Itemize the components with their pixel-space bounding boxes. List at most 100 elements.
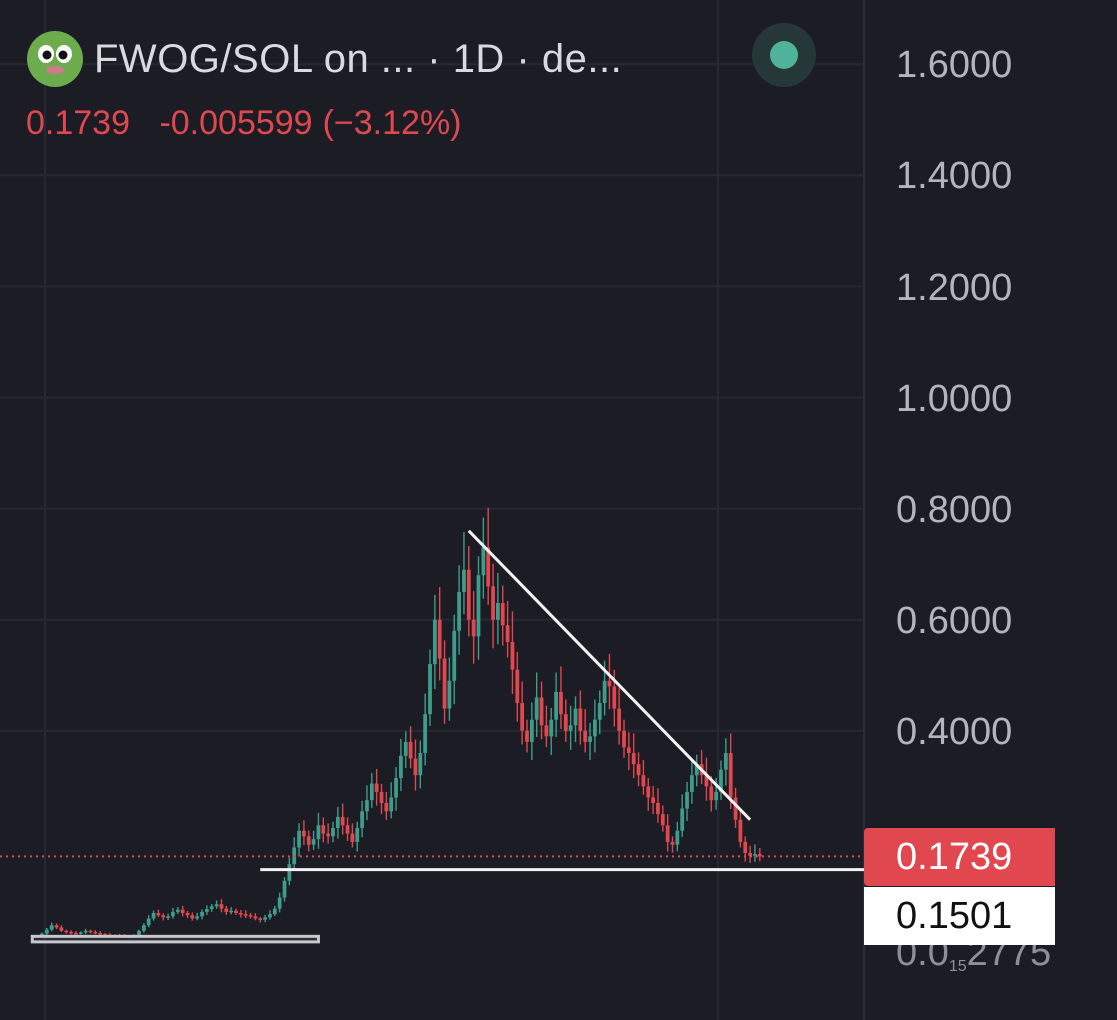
candle-body (660, 814, 665, 826)
candle-body (602, 680, 607, 704)
candle-body (171, 911, 175, 917)
candle-body (646, 786, 651, 798)
candle-body (690, 775, 694, 792)
candle-body (243, 914, 248, 916)
candle-body (253, 916, 258, 919)
candle-body (234, 910, 238, 914)
candle-body (607, 680, 612, 687)
candle-body (588, 736, 592, 742)
candle-body (311, 839, 316, 845)
symbol-title[interactable]: FWOG/SOL on ... · 1D · de... (94, 36, 623, 81)
candle-body (452, 630, 457, 681)
candle-body (728, 753, 733, 798)
candle-body (442, 658, 447, 709)
candle-body (355, 828, 360, 842)
candle-body (88, 930, 93, 933)
candle-body (554, 691, 558, 720)
candle-body (568, 725, 573, 731)
candle-body (209, 906, 214, 910)
last-price-tag: 0.1739 (864, 828, 1055, 886)
candle-body (651, 797, 655, 804)
candle-body (156, 913, 161, 916)
candle-body (617, 708, 622, 731)
candle-body (423, 714, 428, 754)
price-change: -0.005599 (159, 104, 313, 142)
candle-body (399, 755, 403, 779)
candle-body (631, 753, 636, 765)
candle-body (151, 913, 156, 919)
y-tick: 0.4000 (896, 711, 1013, 753)
candle-body (175, 909, 180, 912)
candles (0, 507, 864, 938)
candle-body (505, 625, 510, 642)
candle-body (636, 764, 641, 776)
candle-body (520, 703, 525, 731)
chart-header: FWOG/SOL on ... · 1D · de... (26, 30, 622, 88)
candle-body (302, 830, 306, 837)
candle-body (190, 915, 195, 919)
frog-icon (27, 31, 83, 87)
candle-body (583, 730, 588, 742)
candle-body (447, 680, 452, 709)
y-tick: 1.2000 (896, 267, 1013, 309)
candle-body (748, 853, 752, 856)
price-change-pct: (−3.12%) (322, 104, 462, 142)
candle-body (462, 569, 466, 592)
candle-body (757, 854, 762, 857)
candle-body (350, 833, 355, 842)
candle-body (593, 719, 597, 737)
chart-drawings (30, 529, 864, 944)
candle-body (466, 569, 471, 620)
candle-body (753, 854, 757, 856)
candle-body (432, 619, 437, 665)
candle-body (200, 911, 204, 917)
candle-body (403, 741, 408, 756)
candle-body (340, 816, 345, 826)
candle-body (500, 603, 505, 626)
candle-body (205, 909, 209, 912)
candle-body (515, 669, 520, 704)
candle-body (389, 797, 394, 812)
candle-body (384, 803, 389, 812)
candle-body (476, 575, 481, 637)
last-price: 0.1739 (26, 104, 130, 142)
resistance-trendline (467, 529, 752, 821)
candle-body (578, 708, 583, 731)
candle-body (49, 925, 54, 930)
candle-body (471, 619, 476, 637)
candle-body (137, 930, 141, 936)
candle-body (457, 591, 461, 631)
candle-body (665, 825, 670, 842)
horizontal-line-price-tag: 0.1501 (864, 887, 1055, 945)
candle-body (83, 930, 88, 933)
candle-body (394, 778, 398, 798)
y-tick: 0.8000 (896, 489, 1013, 531)
candle-body (626, 747, 631, 754)
candle-body (331, 828, 335, 837)
market-status-indicator[interactable] (752, 23, 816, 87)
candle-body (59, 927, 64, 931)
candle-body (539, 697, 544, 726)
range-box (30, 934, 320, 944)
candle-body (272, 908, 277, 915)
candle-body (738, 819, 743, 842)
candle-body (496, 603, 500, 620)
candle-body (733, 797, 738, 820)
candle-body (40, 933, 44, 936)
candle-body (491, 586, 495, 620)
candle-body (360, 811, 364, 829)
candle-body (195, 916, 200, 919)
candle-body (69, 931, 73, 934)
y-tick: 0.6000 (896, 600, 1013, 642)
candle-body (54, 925, 59, 928)
candle-body (268, 914, 272, 918)
candle-body (408, 741, 413, 759)
candle-body (141, 925, 146, 931)
candle-body (74, 933, 78, 935)
candle-body (529, 719, 534, 742)
status-dot (770, 41, 798, 69)
candle-body (573, 708, 578, 726)
candle-body (612, 686, 617, 709)
price-quote: 0.1739 -0.005599 (−3.12%) (26, 104, 482, 143)
